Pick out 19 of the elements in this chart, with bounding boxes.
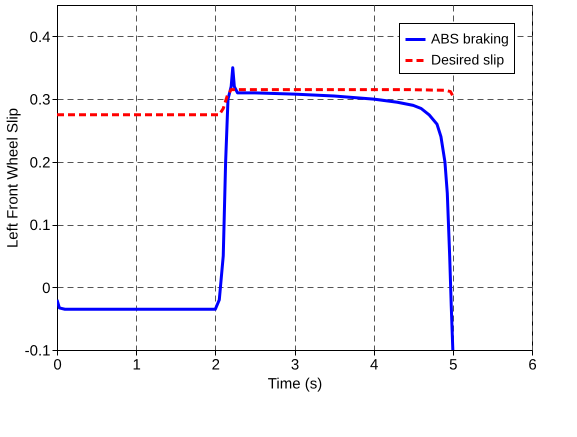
y-axis-title: Left Front Wheel Slip [4,108,22,248]
y-tick-label: 0 [42,280,50,297]
y-tick-label: -0.1 [24,342,50,360]
line-series [57,88,454,116]
x-tick-label: 3 [290,356,300,374]
line-series [57,66,454,350]
y-tick-label: 0.4 [30,28,50,46]
legend-label: Desired slip [431,52,504,68]
x-tick-label: 6 [528,356,537,374]
x-axis-title: Time (s) [268,376,322,392]
x-tick-label: 5 [449,356,458,374]
x-tick-label: 4 [370,356,378,374]
x-tick-label: 1 [132,356,141,374]
x-tick-label: 0 [53,356,62,374]
y-tick-label: 0.1 [30,217,50,234]
y-tick-label: 0.3 [30,92,50,109]
y-tick-label: 0.2 [30,154,50,172]
legend-label: ABS braking [431,30,509,46]
x-tick-label: 2 [212,356,220,374]
